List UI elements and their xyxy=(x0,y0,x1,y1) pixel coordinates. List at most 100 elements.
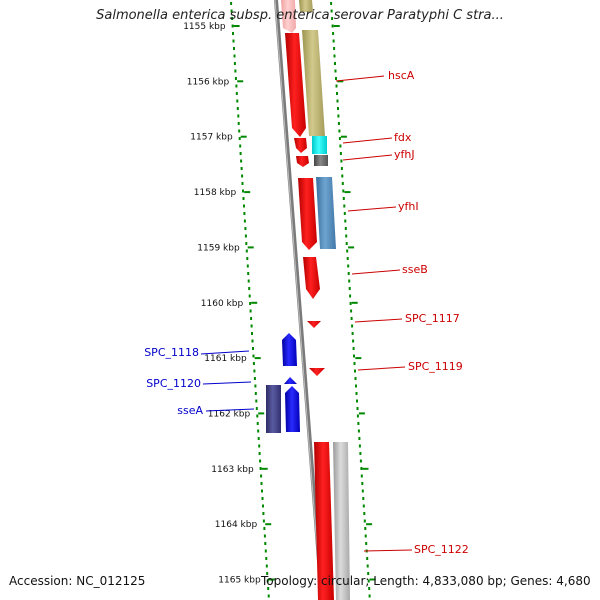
track-dot xyxy=(262,504,264,508)
track-dot xyxy=(252,362,255,365)
track-dot xyxy=(345,234,348,238)
label-fdx[interactable]: fdx xyxy=(394,131,412,144)
label-hscA[interactable]: hscA xyxy=(388,69,415,82)
label-yfhI[interactable]: yfhI xyxy=(398,200,419,213)
track-dot xyxy=(252,354,255,358)
track-dot xyxy=(348,287,351,290)
label-SPC_1120[interactable]: SPC_1120 xyxy=(146,377,201,390)
gene-sseA-companion xyxy=(266,385,281,433)
gene-yfhI[interactable] xyxy=(298,178,317,250)
gene-SPC_1118[interactable] xyxy=(282,333,297,366)
gene-top-partial-olive xyxy=(299,0,313,12)
track-dot xyxy=(251,339,254,343)
track-dot xyxy=(243,219,246,223)
label-SPC_1117[interactable]: SPC_1117 xyxy=(405,312,460,325)
gene-SPC_1119[interactable] xyxy=(309,368,325,376)
track-dot xyxy=(255,407,258,410)
track-dot xyxy=(359,452,362,455)
track-dot xyxy=(263,534,266,538)
track-dot xyxy=(249,302,252,305)
kbp-tick-label: 1158 kbp xyxy=(194,188,237,198)
track-dot xyxy=(243,212,246,215)
track-dot xyxy=(238,129,241,133)
kbp-tick-label: 1162 kbp xyxy=(208,409,251,419)
gene-SPC_1122[interactable] xyxy=(314,442,334,600)
gene-SPC_1117[interactable] xyxy=(307,321,321,328)
label-sseA[interactable]: sseA xyxy=(177,404,203,417)
track-dot xyxy=(333,47,336,50)
label-SPC_1118[interactable]: SPC_1118 xyxy=(144,346,199,359)
track-dot xyxy=(244,227,247,230)
track-dot xyxy=(240,167,243,170)
track-dot xyxy=(260,482,263,485)
track-dot xyxy=(350,309,353,313)
track-dot xyxy=(250,317,253,320)
track-dot xyxy=(231,17,234,20)
gene-sseB[interactable] xyxy=(303,257,320,299)
track-dot xyxy=(367,579,370,583)
track-dot xyxy=(342,189,345,193)
kbp-tick-mark-right xyxy=(337,80,344,83)
track-dot xyxy=(267,587,270,590)
track-dot xyxy=(359,459,362,463)
gene-hscA[interactable] xyxy=(285,33,306,137)
track-dot xyxy=(335,77,337,80)
track-dot xyxy=(367,572,370,575)
track-dot xyxy=(266,572,269,575)
track-dot xyxy=(252,347,254,350)
track-dot xyxy=(338,137,341,140)
track-dot xyxy=(353,362,356,365)
track-dot xyxy=(232,39,235,43)
track-dot xyxy=(233,62,236,65)
genome-backbone-highlight xyxy=(274,0,322,600)
label-SPC_1119[interactable]: SPC_1119 xyxy=(408,360,463,373)
label-SPC_1122[interactable]: SPC_1122 xyxy=(414,543,469,556)
track-dot xyxy=(231,24,234,28)
track-dot xyxy=(260,474,263,478)
track-dot xyxy=(255,399,258,403)
track-dot xyxy=(235,92,238,95)
track-dot xyxy=(356,399,358,403)
track-dot xyxy=(366,564,369,568)
track-dot xyxy=(250,324,253,328)
label-leader-lines xyxy=(200,75,413,552)
track-dot xyxy=(256,414,259,418)
track-dot xyxy=(368,587,371,590)
kbp-tick-mark-left xyxy=(258,412,265,415)
label-yfhJ[interactable]: yfhJ xyxy=(394,148,415,161)
track-dot xyxy=(233,47,235,50)
track-dot xyxy=(258,444,261,448)
track-dot xyxy=(339,152,342,155)
track-dot xyxy=(364,527,367,530)
track-dot xyxy=(356,407,359,410)
gene-yfhJ[interactable] xyxy=(296,156,309,167)
track-dot xyxy=(334,62,336,65)
track-dot xyxy=(349,302,352,305)
kbp-tick-mark-left xyxy=(247,246,254,249)
track-dot xyxy=(337,107,339,110)
track-dot xyxy=(254,392,257,395)
gene-yfhI-companion xyxy=(316,177,336,249)
label-sseB[interactable]: sseB xyxy=(402,263,428,276)
track-dot xyxy=(355,384,357,388)
kbp-tick-mark-right xyxy=(362,467,369,470)
track-dot xyxy=(254,384,257,388)
kbp-tick-mark-right xyxy=(369,578,376,581)
track-dot xyxy=(234,69,237,73)
gene-SPC_1120[interactable] xyxy=(284,377,297,384)
track-dot xyxy=(245,249,248,253)
track-dot xyxy=(236,99,239,103)
track-dot xyxy=(242,197,245,200)
gene-fdx[interactable] xyxy=(294,138,307,153)
track-dot xyxy=(338,129,341,133)
track-dot xyxy=(337,122,340,125)
kbp-tick-label: 1165 kbp xyxy=(218,576,261,586)
track-dot xyxy=(258,452,261,455)
gene-sseA[interactable] xyxy=(285,386,300,432)
track-dot xyxy=(366,557,369,560)
track-dot xyxy=(339,144,342,148)
kbp-tick-mark-left xyxy=(244,191,251,194)
gene-features xyxy=(266,0,350,600)
kbp-tick-mark-left xyxy=(237,80,244,83)
